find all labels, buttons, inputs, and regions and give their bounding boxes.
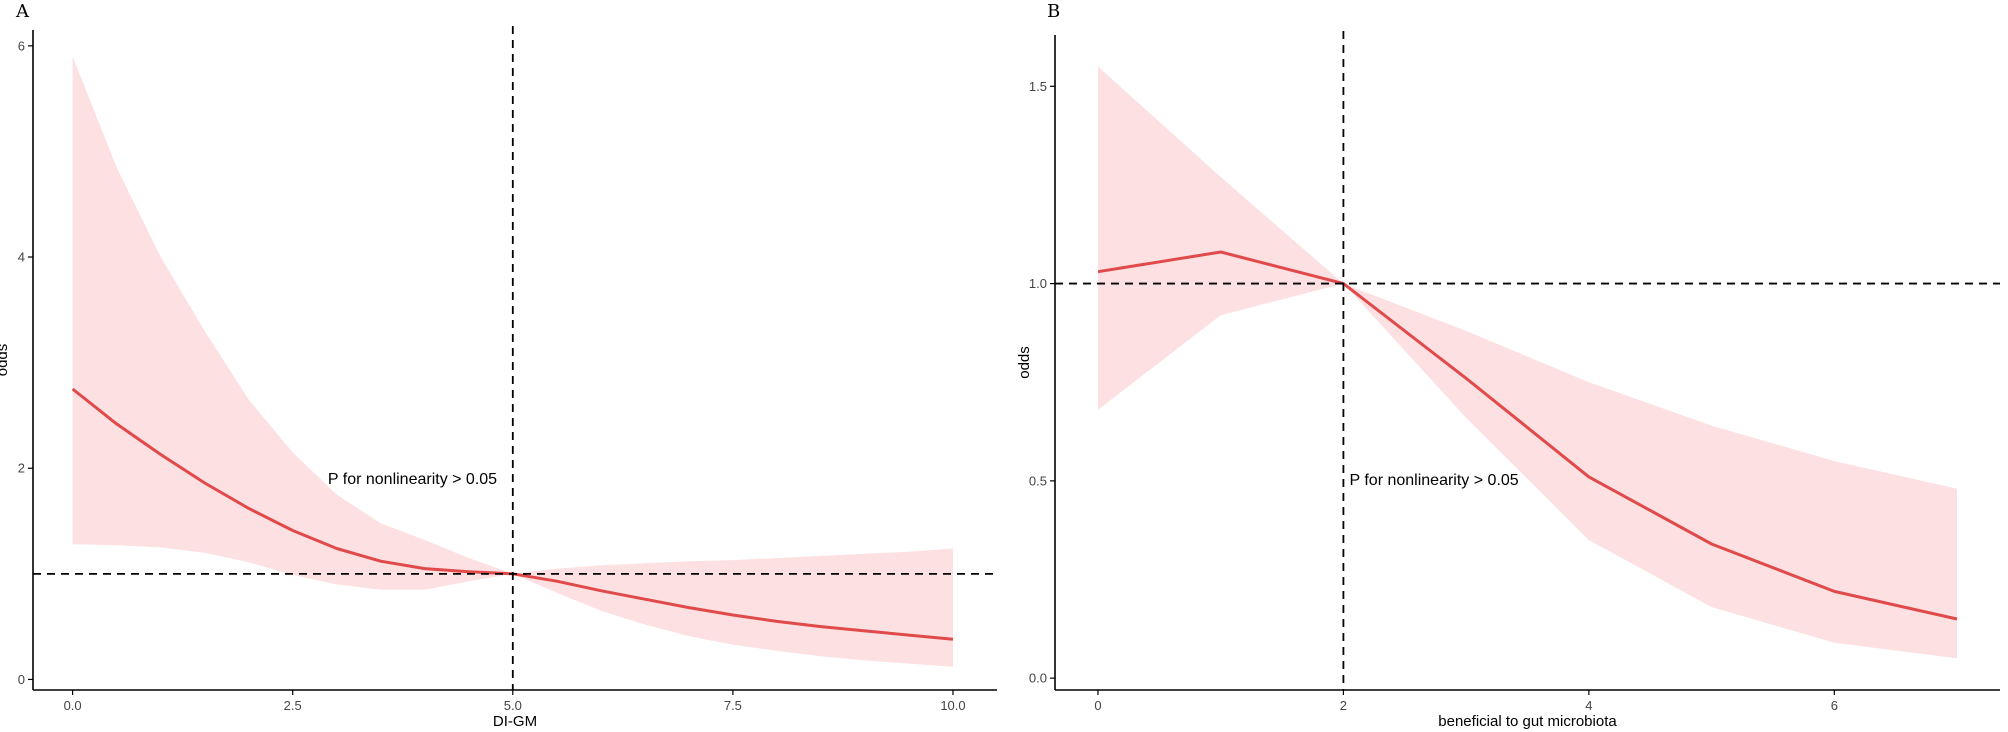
- panel-b-y-tick-label: 1.5: [1029, 79, 1047, 94]
- panel-b-confidence-band: [1098, 66, 1957, 659]
- panel-b-odds-curve: [1097, 250, 1958, 621]
- panel-b-annotation: P for nonlinearity > 0.05: [1350, 472, 1519, 489]
- panel-a-x-tick-label: 0.0: [64, 698, 82, 713]
- panel-a-x-tick-label: 7.5: [724, 698, 742, 713]
- panel-a-y-axis-title: odds: [0, 344, 11, 377]
- panel-a-x-ticks: 0.0 2.5 5.0 7.5 10.0: [64, 690, 966, 713]
- panel-a-x-axis-title: DI-GM: [493, 713, 537, 730]
- panel-b-y-tick-label: 0.0: [1029, 671, 1047, 686]
- panel-b-y-axis-title: odds: [1016, 346, 1033, 379]
- panel-a-annotation: P for nonlinearity > 0.05: [328, 471, 497, 488]
- panel-b-letter: B: [1047, 1, 1060, 22]
- panel-b-x-tick-label: 0: [1094, 698, 1101, 713]
- panel-a-y-tick-label: 2: [18, 461, 25, 476]
- panel-a-letter: A: [15, 1, 30, 22]
- panel-a-confidence-band: [72, 56, 954, 667]
- panel-a-y-ticks: 0 2 4 6: [18, 38, 33, 687]
- panel-b-x-tick-label: 4: [1585, 698, 1592, 713]
- panel-b-x-axis-title: beneficial to gut microbiota: [1438, 713, 1617, 730]
- panel-a: A 0.0 2.5 5.0 7.5 10.0 0 2 4 6 DI-GM odds P for…: [0, 1, 997, 730]
- panel-b: B 0 2 4 6 0.0 0.5 1.0 1.5 beneficial to gut mi…: [1016, 1, 2000, 730]
- panel-a-y-tick-label: 4: [18, 250, 25, 265]
- panel-b-x-ticks: 0 2 4 6: [1094, 690, 1838, 713]
- panel-b-y-tick-label: 1.0: [1029, 276, 1047, 291]
- panel-a-x-tick-label: 2.5: [284, 698, 302, 713]
- panel-a-y-tick-label: 6: [18, 38, 25, 53]
- panel-a-x-tick-label: 5.0: [504, 698, 522, 713]
- panel-b-y-tick-label: 0.5: [1029, 473, 1047, 488]
- panel-b-x-tick-label: 6: [1831, 698, 1838, 713]
- panel-b-x-tick-label: 2: [1340, 698, 1347, 713]
- panel-a-y-tick-label: 0: [18, 672, 25, 687]
- panel-a-x-tick-label: 10.0: [940, 698, 965, 713]
- panel-b-y-ticks: 0.0 0.5 1.0 1.5: [1029, 79, 1055, 686]
